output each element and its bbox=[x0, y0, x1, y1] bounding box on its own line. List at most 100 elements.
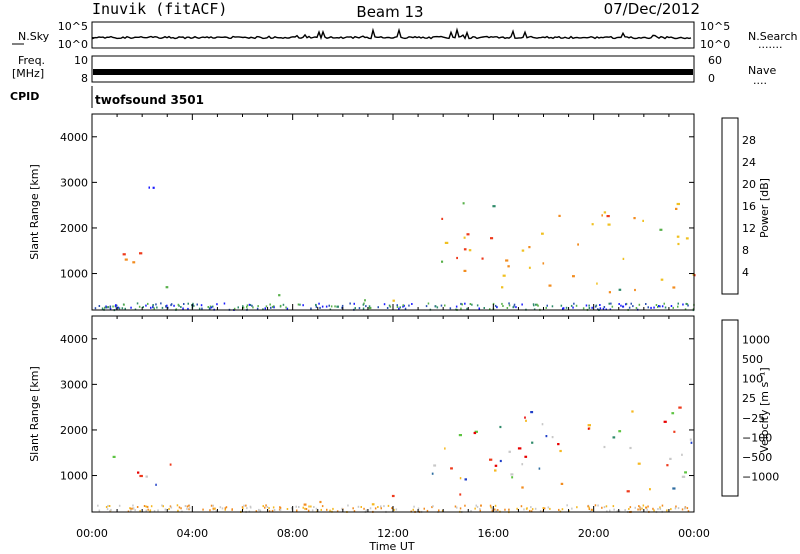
power-echo-cell bbox=[625, 302, 628, 305]
velocity-echo-cell bbox=[241, 506, 244, 509]
velocity-echo-cell bbox=[271, 509, 274, 512]
velocity-echo-cell bbox=[268, 510, 271, 513]
power-echo-cell bbox=[330, 305, 333, 308]
power-echo-cell bbox=[607, 223, 611, 226]
cpid-label: CPID bbox=[10, 90, 39, 103]
power-echo-cell bbox=[597, 308, 599, 311]
velocity-echo-cell bbox=[652, 507, 654, 510]
velocity-echo-cell bbox=[640, 507, 642, 510]
power-echo-cell bbox=[536, 303, 538, 306]
velocity-echo-cell bbox=[184, 505, 187, 507]
power-echo-cell bbox=[392, 299, 395, 302]
velocity-scatter-field bbox=[97, 406, 693, 514]
power-echo-cell bbox=[368, 305, 371, 308]
power-echo-cell bbox=[264, 307, 266, 310]
power-echo-cell bbox=[512, 306, 514, 309]
velocity-echo-cell bbox=[106, 508, 109, 511]
power-echo-cell bbox=[537, 304, 539, 307]
power-echo-cell bbox=[362, 303, 365, 306]
power-echo-cell bbox=[562, 307, 565, 310]
power-echo-cell bbox=[622, 257, 625, 260]
velocity-echo-cell bbox=[588, 427, 591, 430]
power-echo-cell bbox=[611, 305, 614, 308]
velocity-echo-cell bbox=[290, 507, 293, 509]
velocity-echo-cell bbox=[186, 507, 188, 510]
cpid-strip: CPID twofsound 3501 bbox=[10, 86, 204, 108]
power-echo-cell bbox=[297, 303, 300, 306]
power-echo-cell bbox=[476, 304, 479, 307]
power-echo-cell bbox=[494, 304, 497, 307]
velocity-echo-cell bbox=[391, 507, 393, 510]
power-echo-cell bbox=[466, 307, 468, 310]
velocity-panel: 1000 2000 3000 4000 Slant Range [km] 1000 50… bbox=[28, 315, 779, 514]
power-echo-cell bbox=[628, 306, 631, 309]
velocity-echo-cell bbox=[132, 504, 134, 507]
power-echo-cell bbox=[515, 306, 517, 309]
velocity-echo-cell bbox=[494, 504, 497, 507]
power-echo-cell bbox=[542, 262, 545, 265]
nsearch-tick-top: 10^5 bbox=[700, 20, 730, 33]
velocity-echo-cell bbox=[129, 507, 131, 510]
power-echo-cell bbox=[677, 305, 679, 308]
velocity-echo-cell bbox=[524, 416, 526, 419]
power-echo-cell bbox=[462, 202, 465, 205]
power-echo-cell bbox=[328, 304, 330, 307]
power-echo-cell bbox=[427, 302, 430, 305]
velocity-echo-cell bbox=[139, 510, 141, 513]
velocity-echo-cell bbox=[547, 506, 550, 509]
power-echo-cell bbox=[463, 236, 466, 239]
velocity-echo-cell bbox=[571, 507, 573, 510]
velocity-echo-cell bbox=[678, 406, 682, 409]
freq-label-line2: [MHz] bbox=[12, 67, 44, 80]
power-echo-cell bbox=[130, 306, 132, 309]
nsky-label: N.Sky bbox=[18, 30, 50, 43]
y-tick-label: 3000 bbox=[60, 176, 88, 189]
velocity-echo-cell bbox=[97, 504, 99, 507]
nsearch-dots: ....... bbox=[758, 38, 782, 51]
velocity-echo-cell bbox=[464, 504, 466, 507]
velocity-echo-cell bbox=[164, 508, 167, 511]
velocity-echo-cell bbox=[606, 510, 608, 513]
velocity-echo-cell bbox=[677, 507, 680, 510]
power-echo-cell bbox=[591, 306, 593, 309]
power-echo-cell bbox=[396, 306, 399, 308]
velocity-echo-cell bbox=[305, 508, 308, 510]
power-echo-cell bbox=[588, 304, 590, 307]
power-echo-cell bbox=[481, 257, 484, 260]
velocity-echo-cell bbox=[508, 508, 510, 511]
power-echo-cell bbox=[676, 235, 680, 238]
velocity-echo-cell bbox=[618, 430, 622, 433]
velocity-echo-cell bbox=[657, 508, 659, 510]
velocity-x-ticks bbox=[91, 316, 695, 512]
power-echo-cell bbox=[302, 304, 304, 307]
velocity-echo-cell bbox=[308, 505, 310, 508]
velocity-echo-cell bbox=[417, 507, 420, 510]
power-echo-cell bbox=[101, 307, 104, 310]
velocity-echo-cell bbox=[521, 486, 524, 489]
velocity-echo-cell bbox=[494, 469, 497, 472]
velocity-echo-cell bbox=[145, 475, 148, 478]
power-echo-cell bbox=[279, 304, 282, 307]
velocity-echo-cell bbox=[666, 509, 668, 512]
velocity-echo-cell bbox=[380, 507, 382, 510]
velocity-echo-cell bbox=[557, 443, 560, 446]
power-echo-cell bbox=[212, 305, 214, 308]
power-echo-cell bbox=[124, 307, 126, 310]
power-echo-cell bbox=[618, 288, 622, 291]
power-echo-cell bbox=[610, 302, 612, 305]
velocity-echo-cell bbox=[210, 504, 213, 507]
velocity-echo-cell bbox=[524, 455, 528, 458]
velocity-echo-cell bbox=[659, 506, 661, 509]
power-echo-cell bbox=[209, 305, 212, 308]
velocity-echo-cell bbox=[413, 505, 415, 508]
power-echo-cell bbox=[396, 304, 398, 307]
velocity-echo-cell bbox=[395, 508, 398, 511]
power-echo-cell bbox=[577, 243, 579, 246]
power-echo-cell bbox=[166, 304, 168, 307]
velocity-echo-cell bbox=[426, 509, 429, 512]
velocity-echo-cell bbox=[326, 508, 328, 511]
nsearch-label: N.Search bbox=[748, 30, 798, 43]
power-echo-cell bbox=[161, 306, 164, 309]
power-echo-cell bbox=[170, 303, 173, 306]
velocity-echo-cell bbox=[538, 467, 541, 470]
